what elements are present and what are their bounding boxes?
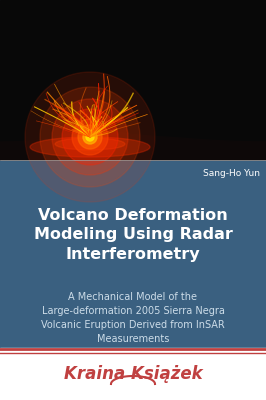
Text: Volcano Deformation
Modeling Using Radar
Interferometry: Volcano Deformation Modeling Using Radar…	[34, 208, 232, 262]
Text: Kraina Książek: Kraina Książek	[64, 365, 202, 383]
Circle shape	[52, 99, 128, 175]
Ellipse shape	[30, 137, 150, 157]
Circle shape	[83, 130, 97, 144]
Text: A Mechanical Model of the
Large-deformation 2005 Sierra Negra
Volcanic Eruption : A Mechanical Model of the Large-deformat…	[41, 292, 225, 344]
Ellipse shape	[55, 138, 125, 150]
Circle shape	[40, 87, 140, 187]
Bar	[0, 160, 266, 400]
Bar	[0, 348, 266, 400]
Circle shape	[25, 72, 155, 202]
Circle shape	[62, 109, 118, 165]
Circle shape	[86, 133, 94, 141]
Circle shape	[72, 119, 108, 155]
Bar	[0, 0, 266, 160]
Text: Sang-Ho Yun: Sang-Ho Yun	[203, 170, 260, 178]
Circle shape	[78, 125, 102, 149]
